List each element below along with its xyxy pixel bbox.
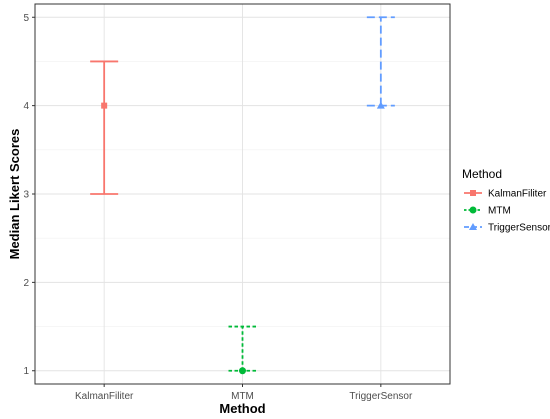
errorbar-TriggerSensor (366, 16, 395, 109)
median-point (101, 102, 108, 109)
y-tick-label: 1 (23, 366, 29, 377)
legend-key-marker (469, 206, 477, 214)
y-tick-label: 5 (23, 13, 29, 24)
legend-item-MTM: MTM (464, 206, 511, 217)
legend-label: MTM (488, 206, 511, 217)
errorbar-KalmanFiliter (90, 60, 119, 195)
y-tick-label: 2 (23, 278, 29, 289)
legend-item-KalmanFiliter: KalmanFiliter (464, 189, 547, 200)
y-tick-label: 4 (23, 101, 29, 112)
errorbar-MTM (228, 325, 257, 375)
x-tick-label: KalmanFiliter (75, 391, 134, 402)
legend-title: Method (462, 167, 502, 181)
axes: 1 2 3 4 5 KalmanFiliter MTM TriggerSensor (23, 13, 413, 402)
legend-label: TriggerSensor (488, 223, 550, 234)
legend-label: KalmanFiliter (488, 189, 547, 200)
median-point (376, 101, 385, 109)
x-tick-label: TriggerSensor (349, 391, 413, 402)
legend-item-TriggerSensor: TriggerSensor (464, 223, 550, 234)
x-axis-title: Method (219, 401, 265, 416)
series-layer (90, 16, 395, 375)
y-axis-title: Median Likert Scores (7, 129, 22, 260)
legend-key-marker (469, 223, 477, 230)
legend-key-marker (470, 190, 476, 196)
median-point (239, 367, 246, 375)
y-tick-label: 3 (23, 190, 29, 201)
legend: Method KalmanFiliter MTM TriggerSensor (462, 167, 550, 234)
x-tick-label: MTM (231, 391, 254, 402)
